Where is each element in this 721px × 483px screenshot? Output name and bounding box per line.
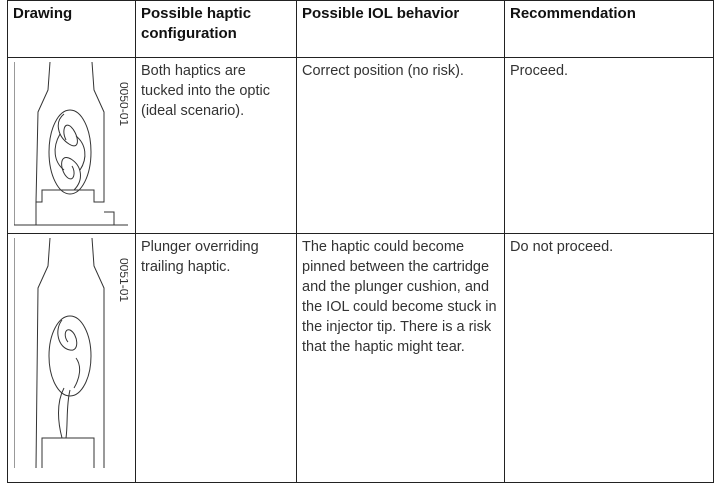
- cell: Proceed.: [504, 57, 714, 234]
- cell: Both haptics are tucked into the optic (…: [135, 57, 297, 234]
- header-cell: Possible haptic configuration: [135, 0, 297, 58]
- cell: Do not proceed.: [504, 233, 714, 483]
- drawing: 0051-01: [14, 238, 128, 468]
- header-cell: Possible IOL behavior: [296, 0, 505, 58]
- cell: Plunger overriding trailing haptic.: [135, 233, 297, 483]
- drawing: 0050-01: [14, 62, 128, 226]
- drawing-cell: 0050-01: [7, 57, 136, 234]
- header-cell: Recommendation: [504, 0, 714, 58]
- cell: Correct position (no risk).: [296, 57, 505, 234]
- table-row: 0050-01 Both haptics are tucked into the…: [7, 57, 714, 234]
- haptic-table: Drawing Possible haptic configuration Po…: [7, 0, 714, 483]
- header-row: Drawing Possible haptic configuration Po…: [7, 0, 714, 58]
- table-row: 0051-01 Plunger overriding trailing hapt…: [7, 233, 714, 483]
- drawing-label: 0051-01: [117, 258, 128, 302]
- drawing-cell: 0051-01: [7, 233, 136, 483]
- cell: The haptic could become pinned between t…: [296, 233, 505, 483]
- header-cell: Drawing: [7, 0, 136, 58]
- drawing-label: 0050-01: [117, 82, 128, 126]
- page: Drawing Possible haptic configuration Po…: [7, 0, 714, 483]
